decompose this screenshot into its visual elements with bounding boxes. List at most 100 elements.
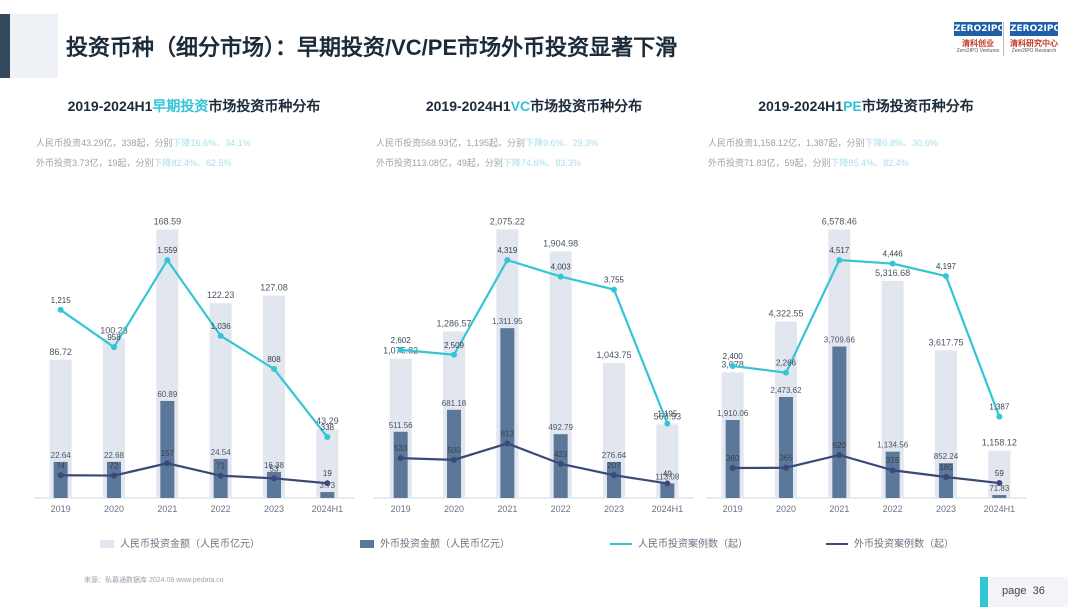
series-fx-count-line: [400, 442, 668, 485]
legend-swatch-rmb-line: [610, 543, 632, 546]
series-fx-count-point: [996, 480, 1003, 487]
logo-cn-text: 清科创业: [962, 39, 994, 48]
x-tick-label: 2023: [936, 504, 956, 514]
series-fx-count-label: 19: [323, 469, 332, 478]
series-fx-count-point: [611, 472, 617, 479]
data-label-rmb-amount: 86.72: [49, 347, 72, 357]
x-tick-label: 2022: [883, 504, 903, 514]
series-rmb-count-label: 808: [267, 355, 281, 364]
series-fx-count-label: 74: [56, 461, 65, 470]
summary-rmb: 人民币投资1,158.12亿，1,387起，分别下降6.8%、30.6%: [708, 136, 938, 149]
bar-fx-amount: [320, 492, 335, 498]
series-fx-count-point: [943, 473, 949, 480]
series-rmb-count-point: [783, 369, 789, 376]
series-fx-count-label: 71: [216, 462, 225, 471]
data-label-fx-amount: 511.56: [389, 421, 413, 430]
series-rmb-count-label: 2,400: [723, 352, 744, 361]
panel-title-prefix: 2019-2024H1: [758, 98, 844, 114]
summary-rmb: 人民币投资568.93亿，1,195起，分别下降9.6%、29.3%: [376, 136, 598, 149]
logo-mark: ZERO2IPO: [954, 22, 1006, 36]
data-label-fx-amount: 60.89: [157, 390, 178, 399]
data-label-rmb-amount: 43.29: [316, 416, 339, 426]
bar-rmb-amount: [209, 303, 232, 498]
series-fx-count-label: 207: [607, 461, 621, 470]
series-fx-count-point: [397, 455, 404, 462]
x-tick-label: 2024H1: [984, 504, 1016, 514]
series-rmb-count-point: [271, 365, 277, 372]
logo-en-text: Zero2IPO Research: [1011, 48, 1057, 54]
data-label-fx-amount: 1,134.56: [877, 441, 909, 450]
zero2ipo-ventures-logo: ZERO2IPO 清科创业 Zero2IPO Ventures: [954, 22, 1006, 56]
series-fx-count-label: 53: [270, 464, 279, 473]
series-fx-count-point: [557, 460, 564, 467]
chart-vc: 1,075.82511.5620191,286.57681.1820202,07…: [374, 216, 694, 514]
data-label-fx-amount: 22.68: [104, 451, 125, 460]
panel-title: 2019-2024H1PE市场投资币种分布: [696, 96, 1036, 116]
bar-rmb-amount: [316, 429, 339, 498]
x-tick-label: 2020: [104, 504, 124, 514]
summary-fx-dark: 外币投资113.08亿，49起，分别: [376, 158, 503, 168]
series-rmb-count-label: 4,446: [883, 250, 904, 259]
series-fx-count-point: [57, 472, 64, 479]
series-rmb-count-label: 4,319: [497, 246, 518, 255]
legend-rmb-amount: 人民币投资金额（人民币亿元）: [100, 535, 260, 553]
series-rmb-count-point: [111, 344, 117, 351]
chart-pe: 3,0781,910.0620194,322.552,473.6220206,5…: [706, 216, 1026, 514]
data-label-rmb-amount: 1,158.12: [982, 438, 1017, 448]
series-rmb-count-label: 4,517: [829, 246, 850, 255]
series-rmb-count-label: 1,195: [657, 409, 678, 418]
series-rmb-count-line: [732, 258, 1001, 418]
page-badge-bg: [988, 577, 1068, 607]
series-fx-count-point: [889, 467, 896, 474]
series-fx-count-point: [729, 464, 736, 471]
summary-fx-dark: 外币投资71.83亿，59起，分别: [708, 158, 831, 168]
bar-rmb-amount: [263, 295, 285, 498]
legend-label: 人民币投资案例数（起）: [638, 539, 748, 550]
series-rmb-count-label: 2,602: [391, 336, 412, 345]
series-fx-count-label: 423: [554, 450, 568, 459]
x-tick-label: 2024H1: [312, 504, 344, 514]
series-rmb-count-label: 4,197: [936, 262, 957, 271]
x-tick-label: 2019: [51, 504, 71, 514]
series-rmb-count-label: 2,266: [776, 359, 797, 368]
x-tick-label: 2021: [497, 504, 517, 514]
panel-title-suffix: 市场投资币种分布: [530, 98, 643, 114]
data-label-rmb-amount: 1,286.57: [436, 318, 471, 328]
data-label-rmb-amount: 2,075.22: [490, 216, 525, 226]
series-rmb-count-point: [664, 420, 671, 427]
data-label-rmb-amount: 5,316.68: [875, 268, 910, 278]
series-fx-count-point: [836, 451, 843, 458]
series-rmb-count-point: [557, 273, 564, 280]
series-rmb-count-point: [729, 362, 736, 369]
summary-fx: 外币投资71.83亿，59起，分别下降85.4%、82.4%: [708, 156, 909, 169]
title-bar: 投资币种（细分市场）：早期投资/VC/PE市场外币投资显著下滑: [0, 14, 1080, 78]
x-tick-label: 2024H1: [652, 504, 684, 514]
page-label: page: [1002, 585, 1027, 597]
series-rmb-count-point: [889, 260, 896, 267]
panel-vc: 2019-2024H1VC市场投资币种分布 人民币投资568.93亿，1,195…: [364, 92, 704, 532]
logo-mark: ZERO2IPO: [1010, 22, 1062, 36]
bar-fx-amount: [939, 463, 953, 498]
data-label-rmb-amount: 1,043.75: [596, 350, 631, 360]
series-rmb-count-label: 2,509: [444, 341, 465, 350]
panel-title: 2019-2024H1早期投资市场投资币种分布: [24, 96, 364, 116]
data-label-fx-amount: 22.64: [51, 451, 72, 460]
data-label-rmb-amount: 100.23: [100, 325, 128, 335]
chart-early-stage: 86.72 22.64 2019 100.23 22.68 2020 168.59 60.89…: [34, 216, 354, 514]
bar-fx-amount: [660, 483, 675, 498]
series-rmb-count-point: [164, 257, 171, 264]
summary-fx-light: 下降85.4%、82.4%: [830, 158, 909, 168]
series-fx-count-point: [111, 472, 117, 479]
series-fx-count-point: [217, 472, 224, 479]
summary-rmb-dark: 人民币投资568.93亿，1,195起，分别: [376, 138, 526, 148]
panel-title-suffix: 市场投资币种分布: [861, 98, 974, 114]
panel-title-highlight: PE: [843, 98, 862, 114]
series-rmb-count-point: [324, 434, 331, 441]
series-fx-count-point: [324, 480, 331, 487]
data-label-fx-amount: 1,311.95: [492, 317, 523, 326]
legend-fx-count: 外币投资案例数（起）: [826, 535, 954, 553]
series-rmb-count-point: [217, 332, 224, 339]
summary-fx: 外币投资3.73亿，19起，分别下降82.4%、62.5%: [36, 156, 232, 169]
data-label-rmb-amount: 3,617.75: [928, 337, 963, 347]
data-label-rmb-amount: 122.23: [207, 290, 235, 300]
